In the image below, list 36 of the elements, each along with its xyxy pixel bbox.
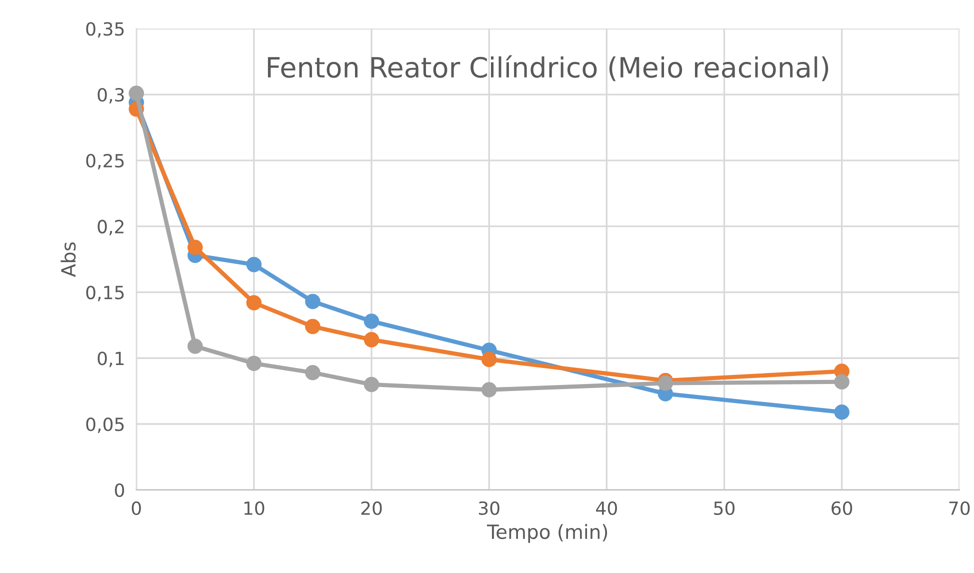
x-tick-label: 70 [949,501,970,515]
point [128,86,144,101]
point [481,352,497,368]
y-tick-label: 0 [114,483,124,498]
y-tick-label: 0,3 [98,88,124,104]
y-tick-label: 0,2 [98,220,124,236]
x-tick-label: 60 [832,501,852,515]
x-tick-label: 50 [714,501,735,515]
point [364,332,380,348]
point [305,294,320,310]
y-tick-label: 0,25 [86,154,124,170]
x-tick-label: 30 [478,501,500,515]
text: Fenton Reator Cilíndrico (Meio reacional) [268,55,828,82]
point [246,356,262,372]
point [364,314,380,329]
point [834,404,850,420]
y-tick-label: 0,1 [98,352,124,368]
point [834,374,850,390]
point [246,256,262,272]
x-axis-title: Tempo (min) [486,524,608,543]
y-axis-title: Abs [60,242,76,278]
x-tick-label: 20 [361,501,382,515]
point [246,295,262,310]
point [658,376,674,391]
x-tick-label: 0 [132,501,141,515]
point [305,364,320,380]
point [364,376,380,392]
point [188,240,203,256]
x-tick-label: 40 [596,501,617,515]
x-tick-label: 10 [244,501,264,515]
y-tick-label: 0,05 [86,417,124,433]
point [188,338,203,354]
point [481,382,497,398]
point [305,318,320,334]
y-tick-label: 0,15 [86,286,124,302]
y-tick-label: 0,35 [86,22,124,38]
